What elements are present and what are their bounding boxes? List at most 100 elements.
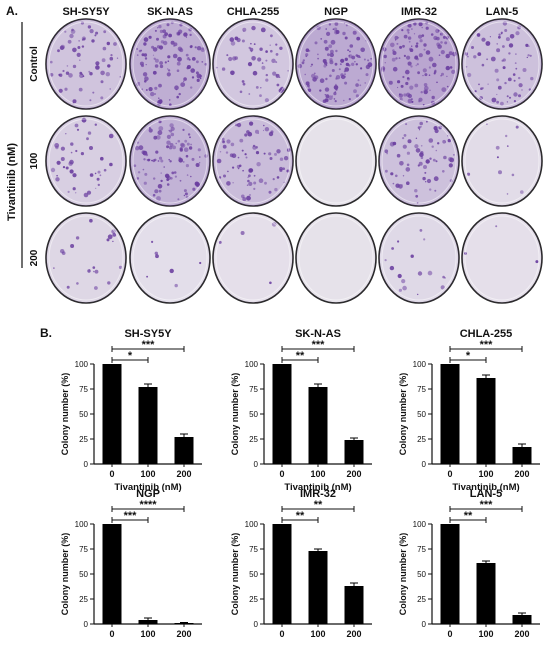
y-tick-label: 25 — [249, 435, 258, 444]
plate-stain-wash — [296, 116, 376, 206]
y-tick-label: 25 — [417, 435, 426, 444]
plate-colonies — [464, 21, 534, 106]
cell-line-header-sh-sy5y: SH-SY5Y — [62, 6, 110, 18]
y-axis-label: Colony number (%) — [230, 533, 240, 616]
chart-imr-32: IMR-32 0 25 50 75 100 Colony number (%) 0 100 200… — [230, 488, 372, 647]
plate-dish — [461, 115, 543, 207]
y-tick-label: 75 — [249, 385, 258, 394]
y-tick-label: 50 — [249, 410, 258, 419]
chart-title: CHLA-255 — [460, 328, 513, 340]
colony-plate-lan-5-100 — [461, 115, 543, 207]
y-tick-label: 25 — [249, 595, 258, 604]
bar-0 — [440, 524, 460, 624]
plate-dish — [378, 115, 460, 207]
y-tick-label: 75 — [79, 545, 88, 554]
significance-label: *** — [480, 339, 494, 351]
y-tick-label: 50 — [79, 410, 88, 419]
plate-dish — [129, 18, 211, 110]
plate-rim-highlight — [48, 215, 124, 301]
cell-line-header-sk-n-as: SK-N-AS — [147, 6, 193, 18]
significance-label: ** — [296, 350, 305, 362]
bar-200 — [512, 447, 532, 464]
cell-line-header-imr-32: IMR-32 — [401, 6, 437, 18]
plate-dish — [212, 115, 294, 207]
chart-title: IMR-32 — [300, 488, 336, 500]
y-tick-label: 25 — [417, 595, 426, 604]
plate-stain-wash — [213, 116, 293, 206]
bar-200 — [512, 615, 532, 624]
plate-rim-highlight — [298, 118, 374, 204]
y-tick-label: 0 — [422, 460, 427, 469]
bar-100 — [476, 378, 496, 464]
plate-rim-highlight — [298, 21, 374, 107]
plate-dish — [461, 212, 543, 304]
colony-plate-imr-32-100 — [378, 115, 460, 207]
chart-title: SK-N-AS — [295, 328, 341, 340]
x-tick-label: 200 — [514, 629, 529, 639]
plate-rim-highlight — [215, 21, 291, 107]
y-axis-label: Colony number (%) — [398, 533, 408, 616]
treatment-row-label-200: 200 — [29, 249, 40, 266]
treatment-row-labels: Control 100 200 — [29, 46, 40, 266]
panel-a-label: A. — [6, 4, 18, 18]
plate-stain-wash — [130, 213, 210, 303]
y-tick-label: 0 — [254, 460, 259, 469]
x-tick-label: 200 — [346, 469, 361, 479]
x-axis-label: Tivantinib (nM) — [114, 482, 181, 493]
y-tick-label: 100 — [245, 520, 259, 529]
x-tick-label: 200 — [176, 469, 191, 479]
plate-dish — [45, 212, 127, 304]
plate-rim-highlight — [132, 21, 208, 107]
plate-dish — [212, 212, 294, 304]
significance-label: *** — [312, 339, 326, 351]
x-tick-label: 200 — [514, 469, 529, 479]
x-tick-label: 0 — [279, 629, 284, 639]
plate-dish — [45, 18, 127, 110]
significance-label: *** — [124, 510, 138, 522]
x-tick-label: 0 — [109, 629, 114, 639]
colony-plate-sh-sy5y-control — [45, 18, 127, 110]
y-tick-label: 25 — [79, 595, 88, 604]
colony-plate-chla-255-control — [212, 18, 294, 110]
plate-stain-wash — [379, 116, 459, 206]
panel-b-label: B. — [40, 326, 52, 340]
bar-0 — [102, 524, 122, 624]
plate-colonies — [381, 21, 457, 106]
plate-colonies — [215, 25, 289, 103]
x-tick-label: 0 — [447, 469, 452, 479]
x-tick-label: 100 — [310, 629, 325, 639]
colony-plate-chla-255-200 — [212, 212, 294, 304]
bar-200 — [174, 437, 194, 464]
x-axis-label: Tivantinib (nM) — [452, 482, 519, 493]
bar-200 — [174, 623, 194, 624]
colony-plate-lan-5-200 — [461, 212, 543, 304]
plate-stain-wash — [213, 19, 293, 109]
y-tick-label: 0 — [254, 620, 259, 629]
plate-stain-wash — [46, 213, 126, 303]
plate-rim-highlight — [381, 215, 457, 301]
y-tick-label: 100 — [413, 520, 427, 529]
y-axis-label: Colony number (%) — [230, 373, 240, 456]
y-axis-label: Colony number (%) — [60, 373, 70, 456]
bar-200 — [344, 586, 364, 624]
x-tick-label: 100 — [140, 469, 155, 479]
significance-label: * — [466, 350, 471, 362]
plate-stain-wash — [462, 116, 542, 206]
colony-plate-sk-n-as-100 — [129, 115, 211, 207]
colony-plate-sh-sy5y-100 — [45, 115, 127, 207]
x-tick-label: 100 — [478, 629, 493, 639]
y-tick-label: 50 — [79, 570, 88, 579]
plate-rim-highlight — [464, 21, 540, 107]
chart-sh-sy5y: SH-SY5Y 0 25 50 75 100 Colony number (%) 0 100 20… — [60, 328, 202, 493]
chart-chla-255: CHLA-255 0 25 50 75 100 Colony number (%) 0 100 2… — [398, 328, 540, 493]
cell-line-header-lan-5: LAN-5 — [486, 6, 518, 18]
bar-200 — [344, 440, 364, 464]
colony-plate-lan-5-control — [461, 18, 543, 110]
treatment-row-label-100: 100 — [29, 152, 40, 169]
colony-plate-ngp-control — [295, 18, 377, 110]
x-tick-label: 0 — [447, 629, 452, 639]
y-axis-label: Colony number (%) — [60, 533, 70, 616]
bar-0 — [102, 364, 122, 464]
